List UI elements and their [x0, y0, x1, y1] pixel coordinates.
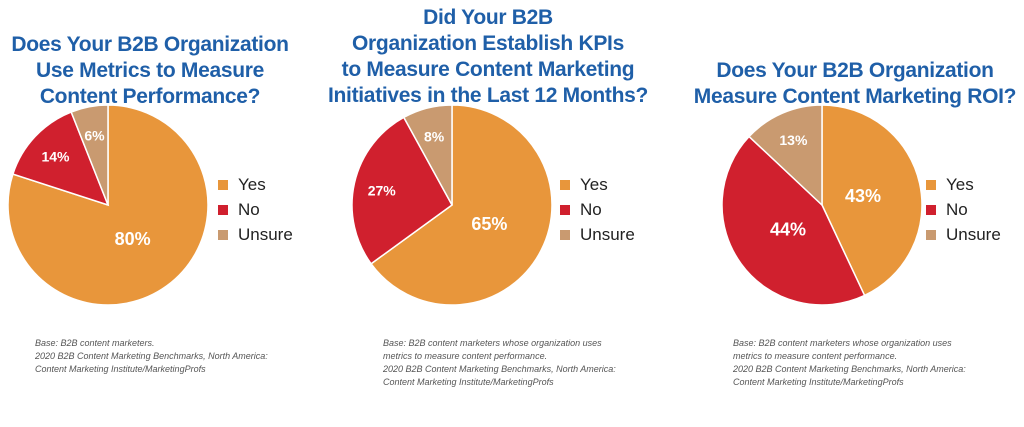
pie-chart: 80% 14% 6% [7, 104, 209, 306]
footnote-line: Base: B2B content marketers. [35, 338, 155, 348]
title-line: Does Your B2B Organization [716, 59, 994, 82]
legend-item: No [560, 197, 635, 222]
title-line: Initiatives in the Last 12 Months? [327, 84, 649, 107]
pie-slice-yes [821, 104, 923, 297]
legend-swatch [560, 179, 570, 190]
legend-label: No [238, 199, 260, 219]
slice-label: 13% [779, 132, 808, 148]
legend-swatch [560, 204, 570, 215]
legend-swatch [218, 229, 228, 240]
footnote-line: Content Marketing Institute/MarketingPro… [733, 377, 904, 387]
footnote-line: 2020 B2B Content Marketing Benchmarks, N… [383, 364, 616, 374]
footnote: Base: B2B content marketers. 2020 B2B Con… [35, 337, 268, 376]
footnote-line: 2020 B2B Content Marketing Benchmarks, N… [733, 364, 966, 374]
legend-item: No [218, 197, 293, 222]
title-line: Does Your B2B Organization [11, 33, 289, 56]
pie-slice-no [351, 116, 453, 265]
legend-item: No [926, 197, 1001, 222]
title-line: Measure Content Marketing ROI? [693, 85, 1017, 108]
slice-label: 43% [845, 186, 881, 206]
legend-item: Yes [926, 172, 1001, 197]
slice-label: 65% [471, 214, 507, 234]
footnote-line: Content Marketing Institute/MarketingPro… [35, 364, 206, 374]
chart-title: Does Your B2B Organization Use Metrics to… [0, 32, 350, 110]
legend-item: Unsure [560, 222, 635, 247]
legend-item: Unsure [926, 222, 1001, 247]
slice-label: 44% [770, 220, 806, 240]
legend-swatch [926, 179, 936, 190]
footnote: Base: B2B content marketers whose organi… [733, 337, 966, 389]
slice-label: 27% [368, 182, 397, 198]
legend-label: Yes [946, 174, 974, 194]
legend: Yes No Unsure [218, 172, 293, 247]
pie-slice-unsure [748, 104, 823, 207]
footnote-line: Content Marketing Institute/MarketingPro… [383, 377, 554, 387]
pie-slice-no [721, 135, 866, 306]
legend-swatch [218, 179, 228, 190]
title-line: Content Performance? [39, 85, 261, 108]
legend-swatch [926, 229, 936, 240]
legend-swatch [560, 229, 570, 240]
slice-label: 8% [424, 128, 445, 144]
legend: Yes No Unsure [560, 172, 635, 247]
pie-chart: 43% 44% 13% [721, 104, 923, 306]
pie-slice-yes [370, 104, 553, 306]
footnote-line: 2020 B2B Content Marketing Benchmarks, N… [35, 351, 268, 361]
pie-slice-unsure [70, 104, 109, 206]
footnote-line: metrics to measure content performance. [383, 351, 548, 361]
legend-item: Yes [560, 172, 635, 197]
pie-chart: 65% 27% 8% [351, 104, 553, 306]
footnote-line: metrics to measure content performance. [733, 351, 898, 361]
legend-label: Yes [238, 174, 266, 194]
title-line: Use Metrics to Measure [36, 59, 264, 82]
legend-label: Unsure [946, 224, 1001, 244]
legend-label: No [946, 199, 968, 219]
title-line: Organization Establish KPIs [352, 32, 624, 55]
legend-label: Unsure [580, 224, 635, 244]
footnote: Base: B2B content marketers whose organi… [383, 337, 616, 389]
legend-label: No [580, 199, 602, 219]
legend-swatch [218, 204, 228, 215]
legend-label: Unsure [238, 224, 293, 244]
pie-slice-no [11, 111, 110, 207]
legend-item: Unsure [218, 222, 293, 247]
chart-title: Does Your B2B Organization Measure Conten… [655, 58, 1024, 110]
legend-item: Yes [218, 172, 293, 197]
legend: Yes No Unsure [926, 172, 1001, 247]
title-line: Did Your B2B [423, 6, 553, 29]
title-line: to Measure Content Marketing [341, 58, 635, 81]
legend-swatch [926, 204, 936, 215]
chart-title: Did Your B2B Organization Establish KPIs t… [288, 5, 688, 109]
slice-label: 80% [115, 229, 151, 249]
pie-slice-unsure [402, 104, 453, 206]
slice-label: 6% [84, 127, 105, 143]
legend-label: Yes [580, 174, 608, 194]
slice-label: 14% [41, 149, 70, 165]
footnote-line: Base: B2B content marketers whose organi… [383, 338, 602, 348]
footnote-line: Base: B2B content marketers whose organi… [733, 338, 952, 348]
